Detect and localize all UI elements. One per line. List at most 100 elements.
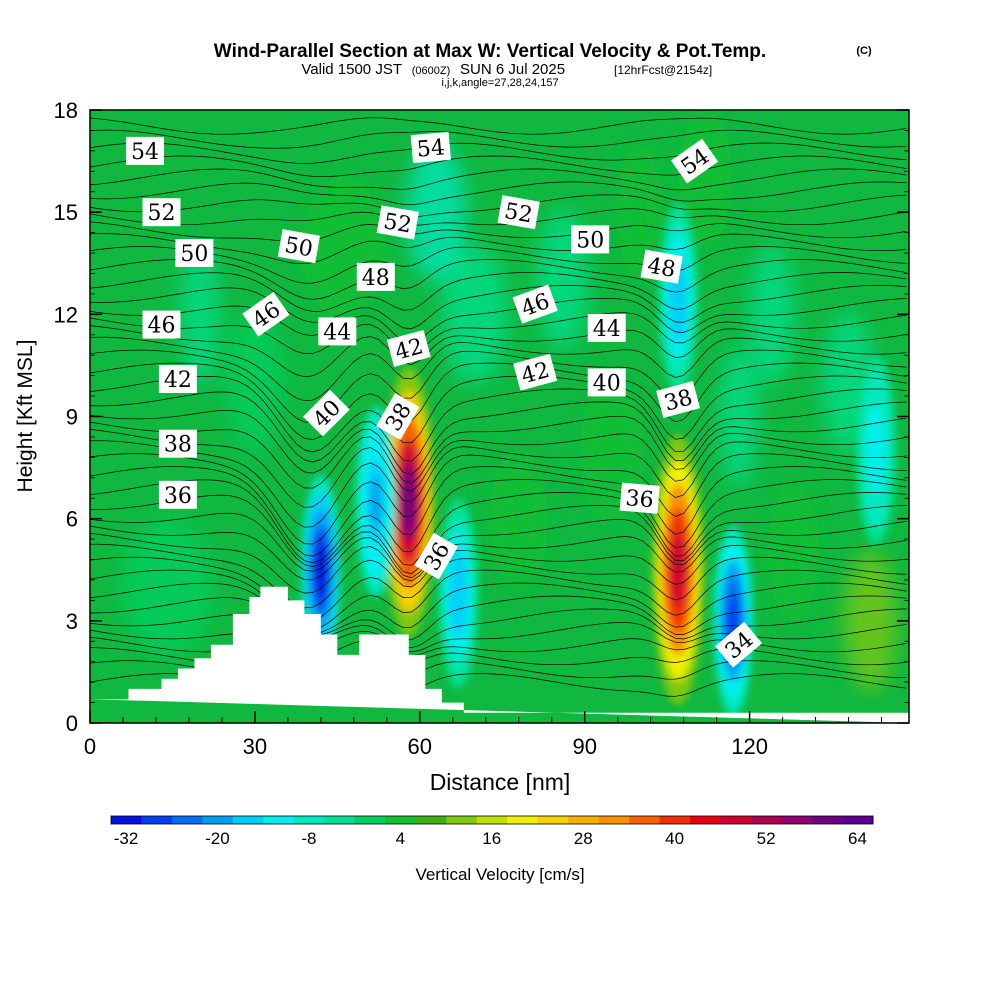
y-tick-label: 3 [66,609,78,634]
contour-label: 42 [386,329,431,367]
contour-label: 42 [158,365,197,393]
theta-contour [90,246,907,284]
velocity-band [748,244,795,385]
contour-label: 38 [158,429,197,458]
contour-label-box [497,195,540,230]
theta-contour [90,608,907,649]
updraft-core [670,531,686,608]
colorbar-tick-label: 16 [482,829,501,848]
colorbar-tick-label: 40 [665,829,684,848]
x-tick-label: 120 [731,734,768,759]
x-tick-label: 30 [243,734,267,759]
contour-label-text: 36 [625,486,655,513]
contour-label-box [513,353,558,391]
subtitle-date: SUN 6 Jul 2025 [460,61,565,78]
velocity-cores [300,202,897,716]
velocity-band [120,516,214,657]
contour-label-text: 50 [576,228,604,253]
velocity-band [616,142,663,283]
colorbar-swatch [720,816,752,824]
theta-contour [90,181,907,206]
contour-label-box [158,429,197,458]
colorbar-swatch [354,816,386,824]
contour-label-text: 46 [148,314,176,339]
x-axis: 0 30 60 90 120 [84,711,883,759]
theta-contour [90,142,907,164]
field-background [90,110,909,723]
contour-label: 46 [142,310,181,339]
theta-contour [90,375,907,453]
downdraft-core [452,566,464,621]
contour-label-box [386,329,431,367]
contour-label-box [571,225,610,254]
theta-contour [90,401,907,475]
colorbar-swatch [111,816,142,824]
contour-label-text: 50 [283,233,315,262]
colorbar: -32 -20 -8 4 16 28 40 52 64 [110,815,874,848]
velocity-band [489,448,549,589]
theta-contour [90,155,907,178]
downdraft-core [672,270,684,324]
x-tick-label: 0 [84,734,96,759]
y-tick-label: 12 [54,302,78,327]
theta-contour [90,117,907,135]
subtitle-utc: (0600Z) [412,65,451,77]
contour-label-box [587,314,626,342]
theta-contour [90,312,907,355]
contour-label-box [142,198,181,227]
contour-label-text: 40 [593,371,621,396]
contour-label: 50 [277,229,321,264]
contour-label-text: 52 [382,209,414,238]
contour-label-box [242,291,290,337]
contour-label: 40 [587,368,626,397]
contour-label: 48 [356,262,395,291]
contour-label-text: 36 [164,484,192,509]
contour-label-box [318,317,357,346]
subtitle-valid: Valid 1500 JST [301,61,402,78]
theta-contour [90,168,907,191]
colorbar-tick-label: 52 [757,829,776,848]
colorbar-tick-label: -20 [205,829,230,848]
y-tick-label: 9 [66,405,78,430]
contour-label-text: 48 [362,266,390,291]
colorbar-swatch [659,816,691,824]
y-tick-label: 15 [54,200,78,225]
contour-label-box [640,249,683,284]
contour-label-text: 54 [131,140,159,165]
y-axis: 0 36 9 12 15 18 [54,98,909,736]
theta-contour [90,272,907,312]
theta-contour [90,362,907,440]
subtitle-forecast: [12hrFcst@2154z] [614,63,712,77]
contour-label-text: 48 [645,253,677,282]
contour-label: 50 [571,225,610,254]
y-tick-label: 18 [54,98,78,123]
colorbar-swatch [293,816,325,824]
contour-label: 52 [376,205,419,240]
theta-contour [90,440,907,528]
x-tick-label: 60 [408,734,432,759]
contour-label-box [126,136,164,165]
theta-contour [90,429,907,508]
contour-label: 50 [175,239,214,267]
contour-label-box [356,262,395,291]
y-tick-label: 0 [66,711,78,736]
colorbar-swatch [172,816,203,824]
colorbar-tick-label: 4 [396,829,405,848]
contour-label-text: 54 [416,135,446,162]
theta-contour [90,221,907,243]
theta-contour [90,349,907,423]
contour-label-text: 50 [180,242,208,267]
contour-label: 54 [126,136,164,165]
theta-contour [90,259,907,300]
colorbar-frame [110,815,874,825]
colorbar-swatch [598,816,630,824]
theta-contour [90,556,907,621]
theta-contour [90,129,907,149]
downdraft-core [370,475,382,529]
colorbar-swatch [751,816,782,824]
velocity-band [180,244,220,385]
colorbar-tick-label: 64 [848,829,867,848]
colorbar-swatch [842,816,874,824]
subtitle-line: Valid 1500 JST (0600Z) SUN 6 Jul 2025 [1… [301,61,712,78]
